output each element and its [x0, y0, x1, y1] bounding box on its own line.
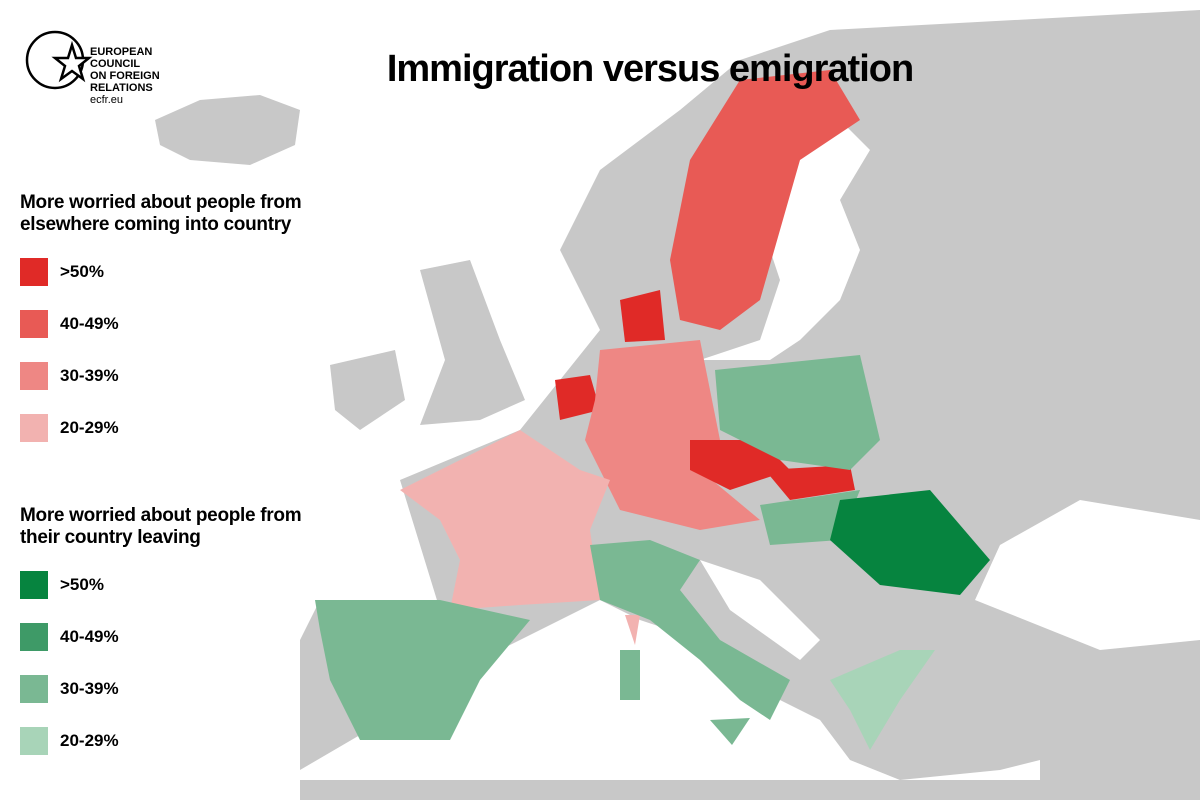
legend-item: >50% — [20, 258, 310, 286]
legend-label: >50% — [60, 575, 104, 594]
legend-item: 20-29% — [20, 414, 310, 442]
legend-item: 40-49% — [20, 310, 310, 338]
legend-group: More worried about people from elsewhere… — [20, 192, 310, 466]
legend-label: 20-29% — [60, 418, 119, 437]
title: Immigration versus emigration — [386, 48, 914, 90]
legend-group: More worried about people from their cou… — [20, 505, 310, 779]
legend-heading: More worried about people from elsewhere… — [20, 192, 302, 235]
legend-label: 30-39% — [60, 679, 119, 698]
legend-label: 40-49% — [60, 314, 119, 333]
legend-item: 40-49% — [20, 623, 310, 651]
legend-label: 40-49% — [60, 627, 119, 646]
logo-text: COUNCIL — [90, 58, 141, 70]
legend-label: >50% — [60, 262, 104, 281]
legend-swatch — [20, 727, 48, 755]
sea — [300, 120, 1200, 780]
logo: EUROPEAN COUNCIL ON FOREIGN RELATIONS ecfr.e… — [90, 46, 160, 106]
legend-item: 20-29% — [20, 727, 310, 755]
legend-swatch — [20, 571, 48, 599]
legend-label: 20-29% — [60, 731, 119, 750]
legend-swatch — [20, 623, 48, 651]
legend-swatch — [20, 310, 48, 338]
legend-label: 30-39% — [60, 366, 119, 385]
logo-mark — [25, 30, 93, 90]
countries — [315, 70, 990, 750]
logo-text: EUROPEAN — [90, 46, 153, 58]
legend-swatch — [20, 414, 48, 442]
logo-url: ecfr.eu — [90, 94, 124, 106]
legend-heading: More worried about people from their cou… — [20, 505, 302, 548]
logo-text: ON FOREIGN — [90, 70, 160, 82]
legend-swatch — [20, 258, 48, 286]
logo-text: RELATIONS — [90, 82, 153, 94]
legend-item: 30-39% — [20, 362, 310, 390]
legend-item: >50% — [20, 571, 310, 599]
legend-swatch — [20, 675, 48, 703]
legend-item: 30-39% — [20, 675, 310, 703]
legend-swatch — [20, 362, 48, 390]
